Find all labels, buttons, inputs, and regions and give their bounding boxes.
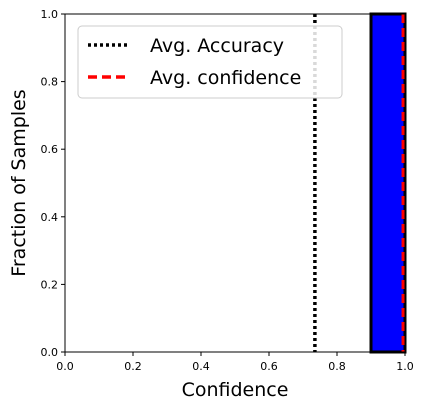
x-tick-label: 0.2 xyxy=(124,360,142,373)
y-tick-label: 0.2 xyxy=(41,278,59,291)
legend-entry: Avg. confidence xyxy=(150,67,301,89)
x-tick-label: 1.0 xyxy=(396,360,414,373)
x-tick-label: 0.4 xyxy=(192,360,210,373)
y-tick-label: 0.8 xyxy=(41,76,59,89)
plot-frame xyxy=(64,13,406,353)
axes xyxy=(64,13,406,353)
x-tick-label: 0.6 xyxy=(260,360,278,373)
y-tick-label: 0.4 xyxy=(41,211,59,224)
y-tick-label: 0.6 xyxy=(41,143,59,156)
x-axis-label: Confidence xyxy=(182,379,289,401)
histogram-bar xyxy=(369,12,407,354)
legend: Avg. Accuracy Avg. confidence xyxy=(77,25,343,99)
legend-entry: Avg. Accuracy xyxy=(150,35,284,57)
y-tick-label: 1.0 xyxy=(41,8,59,21)
legend-box xyxy=(77,25,343,99)
x-tick-label: 0.8 xyxy=(328,360,346,373)
histogram-bars xyxy=(369,12,407,354)
x-tick-label: 0.0 xyxy=(56,360,74,373)
y-axis-label: Fraction of Samples xyxy=(8,89,30,276)
y-axis-ticks: 0.0 0.2 0.4 0.6 0.8 1.0 xyxy=(41,8,65,359)
x-axis-ticks: 0.0 0.2 0.4 0.6 0.8 1.0 xyxy=(56,352,414,373)
y-tick-label: 0.0 xyxy=(41,346,59,359)
